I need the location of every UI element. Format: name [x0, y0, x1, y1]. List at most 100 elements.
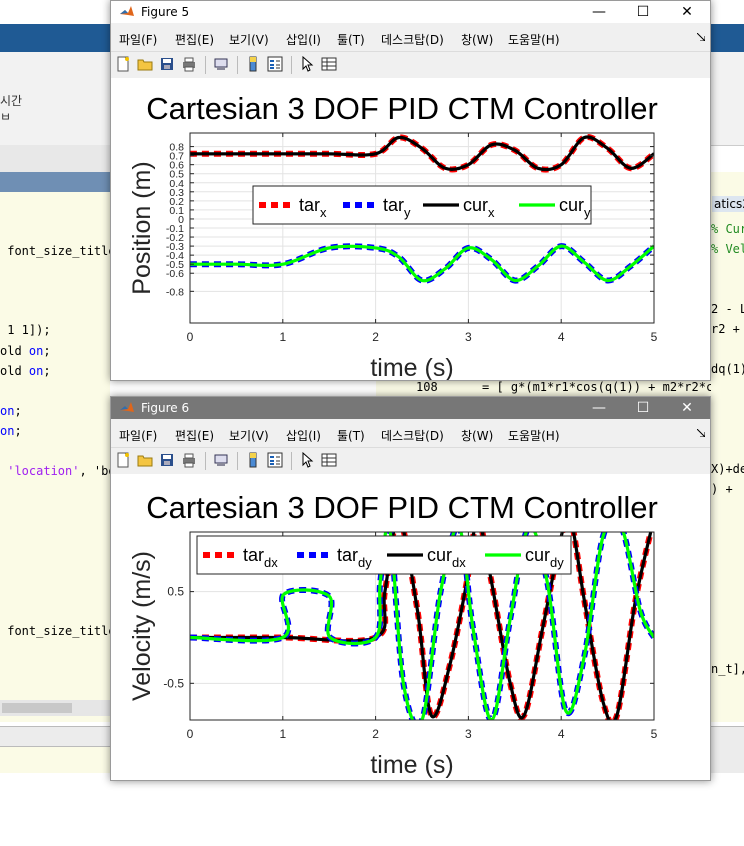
print-icon[interactable]: [181, 56, 197, 72]
x-tick-label: 4: [558, 727, 565, 741]
legend-icon[interactable]: [267, 452, 283, 468]
editor-code-mid[interactable]: 108 = [ g*(m1*r1*cos(q(1)) + m2*r2*cos(q…: [376, 380, 711, 396]
x-tick-label: 4: [558, 330, 565, 344]
toolbar-separator: [237, 452, 238, 470]
horizontal-scrollbar[interactable]: [0, 700, 110, 716]
figure-titlebar[interactable]: Figure 5 — ☐ ✕: [111, 1, 710, 23]
x-tick-label: 5: [651, 727, 658, 741]
editor-ribbon: 시간 ㅂ: [0, 52, 110, 146]
pointer-icon[interactable]: [299, 452, 315, 468]
menu-window[interactable]: 창(W): [461, 429, 494, 443]
new-file-icon[interactable]: [115, 452, 131, 468]
editor-code-right[interactable]: % Cur % Velo 2 - L2 r2 + 2 dq(1)+ X)+de) + n_…: [711, 172, 744, 722]
menu-edit[interactable]: 편집(E): [175, 33, 215, 47]
y-axis-label: Velocity (m/s): [128, 551, 156, 701]
editor-code-left[interactable]: font_size_title) 1 1]); old on; old on; on;…: [0, 192, 110, 722]
code-line: % Velo: [711, 242, 744, 256]
position-chart[interactable]: Cartesian 3 DOF PID CTM Controller 0 1 2 3 4 5…: [111, 78, 710, 382]
code-line: old on;: [0, 344, 51, 358]
figure-titlebar[interactable]: Figure 6 — ☐ ✕: [111, 397, 710, 419]
y-tick-label: 0.3: [169, 187, 184, 199]
dock-arrow-icon[interactable]: [697, 33, 705, 41]
print-preview-icon[interactable]: [213, 56, 229, 72]
y-tick-label: -0.3: [166, 241, 184, 253]
menu-view[interactable]: 보기(V): [229, 33, 269, 47]
print-preview-icon[interactable]: [213, 452, 229, 468]
pointer-icon[interactable]: [299, 56, 315, 72]
y-tick-label: 0.5: [169, 169, 184, 181]
editor-statusbar-right: [711, 726, 744, 773]
menu-help[interactable]: 도움말(H): [508, 429, 560, 443]
figure-toolbar: [111, 447, 710, 475]
matlab-logo-icon: [120, 6, 134, 16]
x-tick-label: 0: [187, 727, 194, 741]
y-tick-label: -0.2: [166, 232, 184, 244]
x-tick-label: 3: [465, 727, 472, 741]
menu-insert[interactable]: 삽입(I): [286, 429, 321, 443]
code-line: on;: [0, 424, 22, 438]
save-icon[interactable]: [159, 56, 175, 72]
menu-tools[interactable]: 툴(T): [337, 33, 365, 47]
menu-edit[interactable]: 편집(E): [175, 429, 215, 443]
figure-window-6[interactable]: Figure 6 — ☐ ✕ 파일(F) 편집(E) 보기(V) 삽입(I) 툴…: [110, 396, 711, 781]
print-icon[interactable]: [181, 452, 197, 468]
save-icon[interactable]: [159, 452, 175, 468]
velocity-chart[interactable]: Cartesian 3 DOF PID CTM Controller 0 1 2 3 4 5…: [111, 474, 710, 780]
property-editor-icon[interactable]: [321, 452, 337, 468]
legend-icon[interactable]: [267, 56, 283, 72]
dock-arrow-icon[interactable]: [697, 429, 705, 437]
editor-ribbon-right: [711, 52, 744, 146]
menu-help[interactable]: 도움말(H): [508, 33, 560, 47]
colorbar-icon[interactable]: [245, 56, 261, 72]
y-tick-label: 0.7: [169, 151, 184, 163]
x-tick-label: 2: [372, 727, 379, 741]
property-editor-icon[interactable]: [321, 56, 337, 72]
y-tick-label: -0.5: [163, 676, 184, 690]
code-line: font_size_title): [7, 624, 110, 638]
minimize-button[interactable]: —: [592, 4, 606, 20]
menu-desktop[interactable]: 데스크탑(D): [381, 33, 444, 47]
code-line: 1 1]);: [0, 323, 51, 337]
maximize-button[interactable]: ☐: [636, 400, 650, 416]
editor-tab[interactable]: atics2: [712, 196, 744, 212]
menu-view[interactable]: 보기(V): [229, 429, 269, 443]
ribbon-text: 시간: [0, 94, 23, 108]
menu-desktop[interactable]: 데스크탑(D): [381, 429, 444, 443]
menu-window[interactable]: 창(W): [461, 33, 494, 47]
code-line: = [ g*(m1*r1*cos(q(1)) + m2*r2*cos(q(: [482, 380, 711, 394]
open-folder-icon[interactable]: [137, 56, 153, 72]
code-line: r2 + 2: [711, 322, 740, 336]
menu-tools[interactable]: 툴(T): [337, 429, 365, 443]
toolbar-separator: [291, 452, 292, 470]
menu-file[interactable]: 파일(F): [119, 429, 158, 443]
series-line-cur-x: [190, 135, 654, 172]
code-line: ) +: [711, 482, 740, 496]
command-window[interactable]: [0, 746, 110, 773]
menu-file[interactable]: 파일(F): [119, 33, 158, 47]
figure-window-5[interactable]: Figure 5 — ☐ ✕ 파일(F) 편집(E) 보기(V) 삽입(I) 툴…: [110, 0, 711, 382]
new-file-icon[interactable]: [115, 56, 131, 72]
close-button[interactable]: ✕: [681, 400, 693, 416]
y-tick-label: 0.5: [167, 585, 184, 599]
x-tick-label: 5: [651, 330, 658, 344]
code-line: 'location', 'be: [0, 464, 110, 478]
ribbon-text: ㅂ: [0, 110, 12, 124]
x-axis-label: time (s): [370, 751, 453, 779]
maximize-button[interactable]: ☐: [636, 4, 650, 20]
colorbar-icon[interactable]: [245, 452, 261, 468]
x-axis-label: time (s): [370, 354, 453, 380]
legend-label: tarx: [299, 195, 327, 220]
x-tick-label: 2: [372, 330, 379, 344]
series-line-cur-y: [190, 244, 654, 283]
axes-frame: [189, 531, 655, 721]
editor-statusbar: [0, 726, 110, 747]
minimize-button[interactable]: —: [592, 400, 606, 416]
open-folder-icon[interactable]: [137, 452, 153, 468]
y-axis-label: Position (m): [128, 161, 156, 294]
menu-insert[interactable]: 삽입(I): [286, 33, 321, 47]
legend-label: tardx: [243, 545, 278, 570]
close-button[interactable]: ✕: [681, 4, 693, 20]
figure-title: Figure 6: [141, 401, 190, 415]
plot-canvas: Cartesian 3 DOF PID CTM Controller 0 1 2 3 4 5…: [111, 474, 710, 780]
